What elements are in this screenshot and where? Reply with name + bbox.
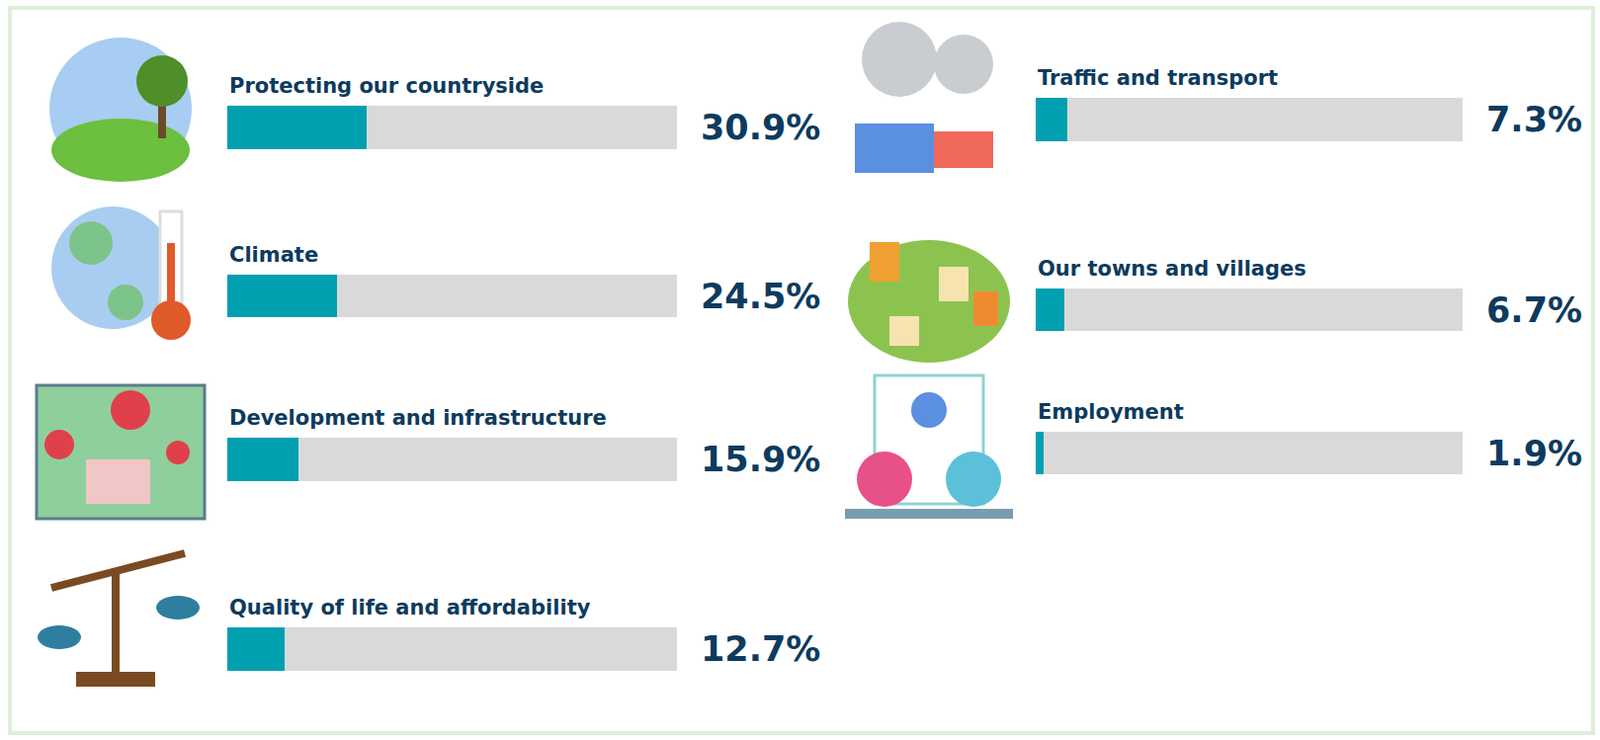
svg-text:Climate: Climate (229, 243, 319, 267)
svg-text:15.9%: 15.9% (700, 439, 821, 480)
svg-text:24.5%: 24.5% (700, 276, 821, 317)
svg-text:7.3%: 7.3% (1486, 99, 1583, 140)
svg-text:30.9%: 30.9% (700, 107, 821, 148)
svg-text:1.9%: 1.9% (1486, 433, 1583, 474)
svg-text:12.7%: 12.7% (700, 629, 821, 670)
svg-text:Employment: Employment (1037, 400, 1184, 424)
svg-text:Protecting our countryside: Protecting our countryside (229, 74, 544, 98)
svg-text:Our towns and villages: Our towns and villages (1037, 256, 1307, 281)
svg-text:Development and infrastructure: Development and infrastructure (229, 406, 607, 430)
svg-text:Quality of life and affordabil: Quality of life and affordability (229, 595, 591, 620)
svg-text:Traffic and transport: Traffic and transport (1037, 66, 1278, 90)
svg-text:6.7%: 6.7% (1486, 290, 1583, 331)
